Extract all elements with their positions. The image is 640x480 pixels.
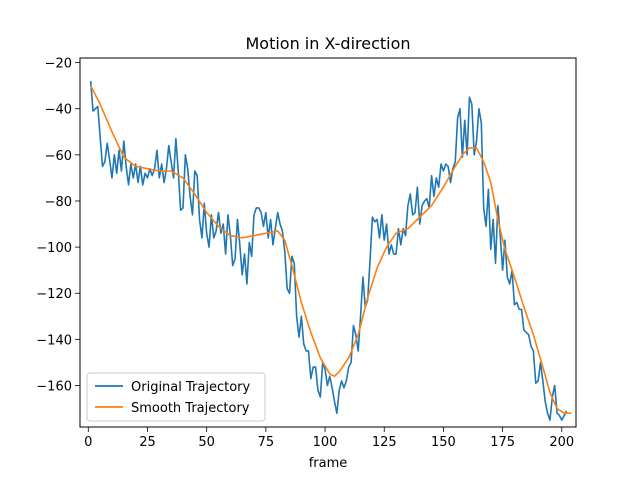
plot-area-background (80, 58, 576, 427)
x-tick-label: 50 (198, 435, 215, 450)
legend-box (86, 372, 266, 422)
x-axis: 0 25 50 75 100 125 150 175 200 (84, 427, 574, 450)
x-tick-label: 125 (372, 435, 397, 450)
y-tick-label: −20 (45, 57, 72, 72)
y-tick-label: −160 (36, 379, 72, 394)
plot-area (79, 57, 577, 428)
legend: Original Trajectory Smooth Trajectory (86, 372, 266, 422)
plot-frame (79, 57, 577, 428)
y-tick-label: −40 (45, 103, 72, 118)
y-tick-label: −100 (36, 241, 72, 256)
series-line-smooth-trajectory (89, 85, 572, 414)
y-tick-label: −60 (45, 149, 72, 164)
y-tick-label: −120 (36, 287, 72, 302)
x-tick-label: 0 (84, 435, 92, 450)
y-tick-label: −140 (36, 333, 72, 348)
x-tick-label: 75 (258, 435, 275, 450)
legend-label-smooth: Smooth Trajectory (131, 401, 250, 416)
x-axis-label: frame (309, 456, 348, 471)
legend-label-original: Original Trajectory (131, 380, 250, 395)
x-tick-label: 100 (313, 435, 338, 450)
chart-title: Motion in X-direction (245, 34, 410, 53)
series-line-original-trajectory (89, 80, 568, 421)
x-tick-label: 150 (431, 435, 456, 450)
x-tick-label: 175 (490, 435, 515, 450)
series-layer (89, 80, 572, 421)
x-tick-label: 200 (549, 435, 574, 450)
y-axis: −20 −40 −60 −80 −100 −120 −140 −160 (36, 57, 80, 394)
x-tick-label: 25 (139, 435, 156, 450)
y-tick-label: −80 (45, 195, 72, 210)
